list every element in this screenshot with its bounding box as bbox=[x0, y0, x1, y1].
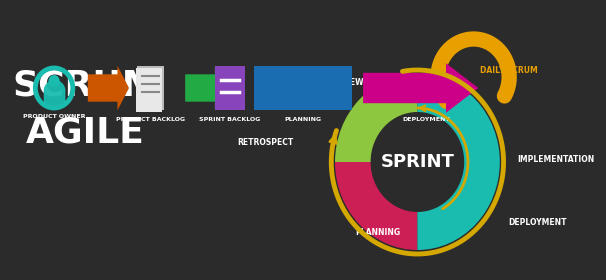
FancyBboxPatch shape bbox=[138, 66, 164, 110]
Text: DAILY SCRUM: DAILY SCRUM bbox=[481, 66, 538, 74]
Text: SPRINT BACKLOG: SPRINT BACKLOG bbox=[199, 117, 261, 122]
Text: RETROSPECT: RETROSPECT bbox=[238, 138, 294, 147]
FancyBboxPatch shape bbox=[215, 66, 245, 110]
Circle shape bbox=[48, 75, 60, 87]
FancyBboxPatch shape bbox=[253, 66, 352, 110]
Wedge shape bbox=[335, 162, 418, 250]
Text: PRODUCT BACKLOG: PRODUCT BACKLOG bbox=[116, 117, 185, 122]
Polygon shape bbox=[185, 66, 227, 110]
Text: SCRUM: SCRUM bbox=[12, 68, 158, 102]
Text: AGILE: AGILE bbox=[25, 115, 144, 149]
Wedge shape bbox=[418, 162, 500, 250]
Text: PLANNING: PLANNING bbox=[284, 117, 321, 122]
Text: PRODUCT OWNER: PRODUCT OWNER bbox=[23, 114, 85, 119]
Wedge shape bbox=[335, 74, 418, 162]
Text: IMPLEMENTATION: IMPLEMENTATION bbox=[518, 155, 595, 164]
Text: DEPLOYMENT: DEPLOYMENT bbox=[403, 117, 450, 122]
Text: REVIEW: REVIEW bbox=[330, 78, 364, 87]
Text: PLANNING: PLANNING bbox=[356, 228, 401, 237]
Polygon shape bbox=[363, 63, 478, 113]
Polygon shape bbox=[88, 66, 129, 110]
Text: SPRINT: SPRINT bbox=[381, 153, 454, 171]
Wedge shape bbox=[418, 74, 500, 162]
FancyBboxPatch shape bbox=[136, 68, 162, 112]
Text: DEPLOYMENT: DEPLOYMENT bbox=[508, 218, 567, 227]
